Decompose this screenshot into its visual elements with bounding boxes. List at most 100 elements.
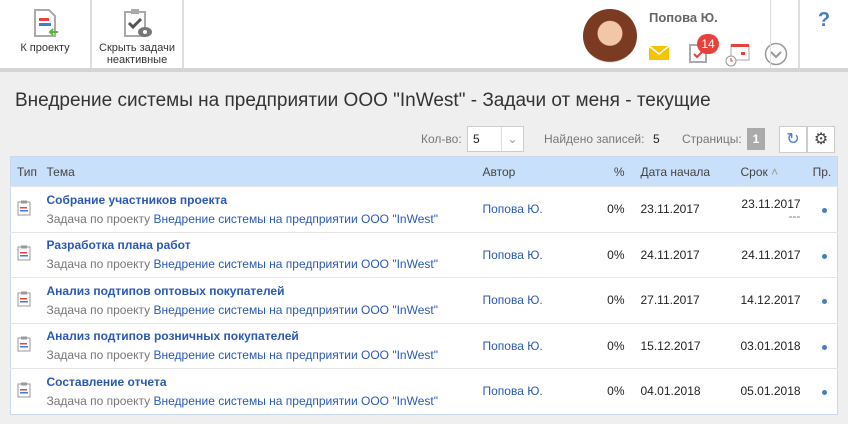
project-link[interactable]: Внедрение системы на предприятии ООО "In… [153,302,438,317]
table-row[interactable]: Разработка плана работ Задача по проекту … [10,231,838,278]
project-icon [34,9,58,37]
hide-inactive-label-1: Скрыть задачи [99,42,175,54]
start-date-cell: 24.11.2017 [634,231,735,278]
task-title-link[interactable]: Собрание участников проекта [46,192,228,207]
task-title-link[interactable]: Разработка плана работ [46,238,191,253]
priority-dot-icon [822,208,828,214]
due-date: 24.11.2017 [741,247,801,262]
tasks-table: Тип Тема Автор % Дата начала Срок ˄ Пр. … [10,156,838,415]
calendar-icon[interactable] [725,43,751,67]
due-date: 05.01.2018 [740,384,801,399]
task-title-link[interactable]: Анализ подтипов розничных покупателей [46,329,299,344]
author-link[interactable]: Попова Ю. [476,186,591,232]
gear-icon: ⚙ [813,131,829,148]
col-due[interactable]: Срок ˄ [734,156,807,187]
table-row[interactable]: Анализ подтипов розничных покупателей Зад… [10,322,838,369]
task-icon [17,200,31,216]
author-link[interactable]: Попова Ю. [476,277,591,323]
avatar[interactable] [583,9,637,63]
task-title-link[interactable]: Анализ подтипов оптовых покупателей [46,283,285,298]
divider [770,0,771,68]
due-date: 14.12.2017 [740,293,801,308]
task-icon [17,382,31,398]
user-name[interactable]: Попова Ю. [649,10,718,25]
type-cell [10,186,41,232]
author-link[interactable]: Попова Ю. [476,368,591,414]
type-cell [10,277,41,323]
due-date: 23.11.2017 [741,197,801,212]
hide-inactive-button[interactable]: Скрыть задачи неактивные [92,0,184,68]
count-label: Кол-во: [421,132,462,146]
priority-cell [806,368,838,414]
notification-badge: 14 [697,34,719,54]
type-cell [10,231,41,278]
project-link[interactable]: Внедрение системы на предприятии ООО "In… [153,211,438,226]
due-date: 03.01.2018 [740,338,801,353]
task-icon [17,336,31,352]
to-project-button[interactable]: К проекту [0,0,92,68]
page-button[interactable]: 1 [747,128,765,150]
top-toolbar: К проекту Скрыть задачи неактивные Попов… [0,0,848,72]
hide-inactive-label-2: неактивные [106,54,168,66]
project-link[interactable]: Внедрение системы на предприятии ООО "In… [153,393,438,408]
clipboard-check-icon [124,9,152,37]
col-subject[interactable]: Тема [40,156,477,187]
priority-dot-icon [822,390,828,396]
priority-dot-icon [822,299,828,305]
found-label: Найдено записей: [544,132,645,146]
task-icon [17,291,31,307]
task-type-text: Задача по проекту [46,348,151,363]
project-link[interactable]: Внедрение системы на предприятии ООО "In… [153,257,438,272]
count-select[interactable]: 5 ⌄ [467,126,524,152]
percent-cell: 0% [590,322,635,369]
priority-dot-icon [822,253,828,259]
subject-cell: Разработка плана работ Задача по проекту … [40,231,477,278]
table-row[interactable]: Составление отчета Задача по проекту Внед… [10,368,838,414]
col-due-label: Срок [740,164,768,179]
priority-dot-icon [822,344,828,350]
subject-cell: Анализ подтипов оптовых покупателей Задач… [40,277,477,323]
table-row[interactable]: Анализ подтипов оптовых покупателей Задач… [10,277,838,323]
col-start[interactable]: Дата начала [634,156,735,187]
due-extra: --- [788,209,801,224]
due-date-cell: 14.12.2017 [734,277,807,323]
col-priority[interactable]: Пр. [806,156,838,187]
task-type-text: Задача по проекту [46,393,151,408]
author-link[interactable]: Попова Ю. [476,231,591,278]
task-icon [17,245,31,261]
priority-cell [806,277,838,323]
start-date-cell: 15.12.2017 [634,322,735,369]
percent-cell: 0% [590,186,635,232]
mail-icon[interactable] [649,46,669,60]
settings-button[interactable]: ⚙ [807,126,835,153]
percent-cell: 0% [590,277,635,323]
subject-cell: Собрание участников проекта Задача по про… [40,186,477,232]
page-title: Внедрение системы на предприятии ООО "In… [15,90,711,111]
col-percent[interactable]: % [590,156,635,187]
pages-label: Страницы: [682,132,742,146]
priority-cell [806,322,838,369]
priority-cell [806,186,838,232]
help-button[interactable]: ? [798,0,848,68]
project-link[interactable]: Внедрение системы на предприятии ООО "In… [153,348,438,363]
task-type-text: Задача по проекту [46,302,151,317]
start-date-cell: 23.11.2017 [634,186,735,232]
sort-asc-icon: ˄ [771,164,779,179]
chevron-down-icon[interactable] [764,42,788,66]
count-value: 5 [473,132,480,146]
task-type-text: Задача по проекту [46,211,151,226]
col-type[interactable]: Тип [10,156,41,187]
found-value: 5 [653,132,660,146]
percent-cell: 0% [590,368,635,414]
chevron-down-icon: ⌄ [501,127,523,151]
subject-cell: Составление отчета Задача по проекту Внед… [40,368,477,414]
col-author[interactable]: Автор [476,156,591,187]
table-row[interactable]: Собрание участников проекта Задача по про… [10,186,838,232]
due-date-cell: 23.11.2017 --- [734,186,807,232]
refresh-button[interactable]: ↻ [779,126,807,153]
author-link[interactable]: Попова Ю. [476,322,591,369]
type-cell [10,322,41,369]
priority-cell [806,231,838,278]
due-date-cell: 24.11.2017 [734,231,807,278]
task-title-link[interactable]: Составление отчета [46,374,167,389]
